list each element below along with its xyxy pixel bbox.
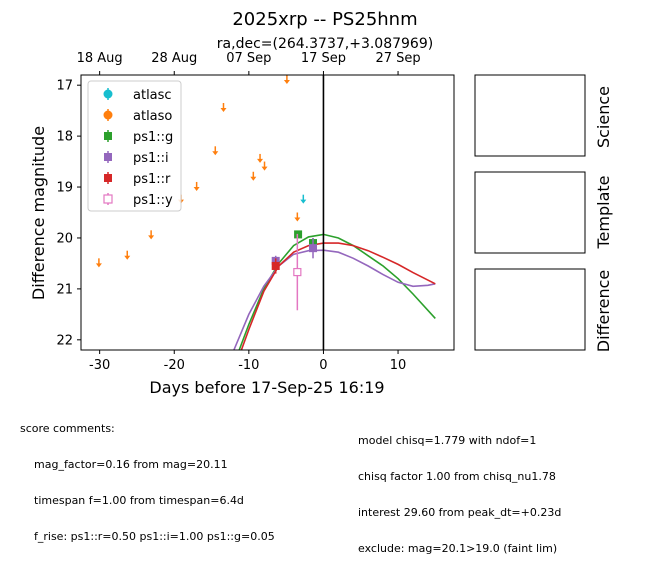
upper-limit-arrowhead bbox=[193, 186, 200, 191]
model-curve-ps1-i bbox=[233, 249, 436, 350]
x-tick-label: 10 bbox=[390, 358, 407, 373]
score-comments: score comments: mag_factor=0.16 from mag… bbox=[20, 399, 275, 555]
model-curve-ps1-g bbox=[238, 233, 436, 350]
legend-label: atlaso bbox=[133, 109, 172, 124]
science-label: Science bbox=[594, 86, 613, 148]
upper-limit-arrowhead bbox=[300, 199, 307, 204]
legend-entry-ps1-y: ps1::y bbox=[103, 193, 173, 208]
top-tick-label: 18 Aug bbox=[77, 51, 123, 66]
image-panels: Science Template Difference bbox=[474, 74, 613, 352]
detection-ps1-i bbox=[309, 237, 318, 259]
legend-marker bbox=[104, 174, 112, 182]
upper-limit-atlaso bbox=[294, 212, 301, 222]
y-tick-label: 22 bbox=[56, 333, 73, 348]
score-comment-line: mag_factor=0.16 from mag=20.11 bbox=[34, 458, 228, 471]
chart-subtitle: ra,dec=(264.3737,+3.087969) bbox=[217, 36, 433, 52]
upper-limit-arrowhead bbox=[283, 80, 290, 84]
upper-limit-arrowhead bbox=[220, 108, 227, 113]
x-axis-label: Days before 17-Sep-25 16:19 bbox=[149, 378, 384, 397]
upper-limit-arrowhead bbox=[294, 217, 301, 222]
legend-entry-atlasc: atlasc bbox=[103, 88, 172, 103]
x-tick-label: -10 bbox=[238, 358, 259, 373]
upper-limit-atlaso bbox=[193, 181, 200, 191]
detection-marker bbox=[271, 261, 280, 270]
plot-area bbox=[80, 74, 455, 351]
legend-entry-atlaso: atlaso bbox=[103, 109, 172, 124]
legend-label: ps1::i bbox=[133, 151, 169, 166]
x-tick-label: -30 bbox=[89, 358, 110, 373]
top-tick-label: 27 Sep bbox=[375, 51, 420, 66]
upper-limit-atlaso bbox=[261, 161, 268, 171]
upper-limit-arrowhead bbox=[212, 151, 219, 156]
legend-label: ps1::y bbox=[133, 193, 173, 208]
difference-panel bbox=[474, 268, 586, 351]
model-comment-line: model chisq=1.779 with ndof=1 bbox=[358, 434, 537, 447]
y-tick-label: 20 bbox=[56, 231, 73, 246]
legend-marker bbox=[103, 89, 113, 99]
upper-limit-atlaso bbox=[148, 230, 155, 240]
upper-limit-atlaso bbox=[212, 146, 219, 156]
upper-limit-arrowhead bbox=[124, 255, 131, 260]
x-tick-label: 0 bbox=[319, 358, 327, 373]
detection-marker bbox=[309, 244, 318, 253]
y-tick-label: 19 bbox=[56, 181, 73, 196]
y-axis-label: Difference magnitude bbox=[29, 126, 48, 300]
difference-label: Difference bbox=[594, 270, 613, 352]
upper-limit-atlaso bbox=[283, 75, 290, 84]
model-curve-ps1-r bbox=[240, 242, 436, 350]
y-tick-label: 17 bbox=[56, 79, 73, 94]
score-comment-line: timespan f=1.00 from timespan=6.4d bbox=[34, 494, 244, 507]
legend-label: atlasc bbox=[133, 88, 172, 103]
upper-limit-atlaso bbox=[220, 103, 227, 113]
upper-limit-arrowhead bbox=[250, 176, 257, 181]
top-tick-label: 17 Sep bbox=[301, 51, 346, 66]
light-curve-chart: 2025xrp -- PS25hnm ra,dec=(264.3737,+3.0… bbox=[29, 9, 613, 397]
top-tick-label: 07 Sep bbox=[226, 51, 271, 66]
model-comment-line: exclude: mag=20.1>19.0 (faint lim) bbox=[358, 542, 558, 555]
template-label: Template bbox=[594, 175, 613, 249]
template-panel bbox=[474, 171, 586, 254]
legend-marker bbox=[104, 132, 112, 140]
legend-marker bbox=[103, 110, 113, 120]
upper-limit-arrowhead bbox=[148, 235, 155, 240]
axes: -30 -20 -10 0 10 18 Aug 28 Aug 07 Sep 17 Sep 27 S… bbox=[56, 51, 420, 373]
legend-marker bbox=[103, 194, 113, 204]
science-panel bbox=[474, 74, 586, 157]
model-comments: model chisq=1.779 with ndof=1 chisq fact… bbox=[358, 411, 561, 567]
upper-limit-atlaso bbox=[95, 258, 102, 268]
legend-label: ps1::r bbox=[133, 172, 171, 187]
detection-ps1-y bbox=[293, 233, 302, 311]
legend-marker bbox=[104, 153, 112, 161]
upper-limit-atlasc bbox=[300, 194, 307, 204]
upper-limit-arrowhead bbox=[95, 263, 102, 268]
upper-limit-arrowhead bbox=[261, 166, 268, 171]
upper-limit-arrowhead bbox=[257, 158, 264, 163]
plot-frame bbox=[80, 74, 455, 351]
legend-entry-ps1-g: ps1::g bbox=[104, 130, 173, 145]
top-tick-label: 28 Aug bbox=[151, 51, 197, 66]
model-curves bbox=[233, 75, 436, 350]
model-comment-line: interest 29.60 from peak_dt=+0.23d bbox=[358, 506, 562, 519]
upper-limit-atlaso bbox=[257, 153, 264, 163]
detection-ps1-r bbox=[271, 258, 280, 274]
score-comments-heading: score comments: bbox=[20, 422, 115, 435]
chart-title: 2025xrp -- PS25hnm bbox=[232, 9, 417, 30]
y-tick-label: 18 bbox=[56, 130, 73, 145]
x-tick-label: -20 bbox=[164, 358, 185, 373]
y-tick-label: 21 bbox=[56, 282, 73, 297]
upper-limit-atlaso bbox=[250, 171, 257, 181]
legend-label: ps1::g bbox=[133, 130, 173, 145]
legend-entry-ps1-i: ps1::i bbox=[104, 151, 169, 166]
legend-entry-ps1-r: ps1::r bbox=[104, 172, 171, 187]
detection-marker bbox=[293, 267, 302, 277]
model-comment-line: chisq factor 1.00 from chisq_nu1.78 bbox=[358, 470, 556, 483]
upper-limit-atlaso bbox=[124, 250, 131, 260]
score-comment-line: f_rise: ps1::r=0.50 ps1::i=1.00 ps1::g=0… bbox=[34, 530, 275, 543]
